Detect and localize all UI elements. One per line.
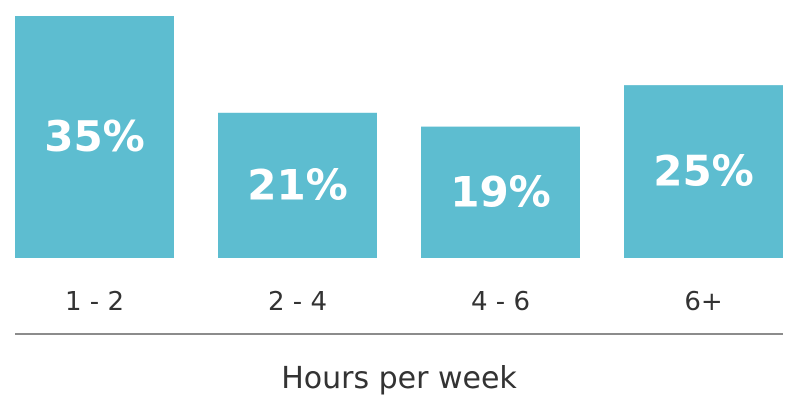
bar-value-label: 19% [450, 167, 551, 216]
x-tick-label: 4 - 6 [471, 287, 530, 317]
x-tick-label: 6+ [684, 287, 722, 317]
bar-2 [218, 112, 377, 258]
x-tick-label: 1 - 2 [65, 287, 124, 317]
bar-value-label: 35% [44, 112, 145, 161]
bar-1 [15, 16, 174, 258]
bar-value-labels: 35% 21% 19% 25% [44, 112, 754, 216]
x-tick-label: 2 - 4 [268, 287, 327, 317]
bar-3 [421, 126, 580, 258]
bar-value-label: 21% [247, 160, 348, 209]
bar-4 [624, 85, 783, 259]
x-tick-labels: 1 - 2 2 - 4 4 - 6 6+ [65, 287, 723, 317]
bar-value-label: 25% [653, 147, 754, 196]
bars-group [15, 16, 783, 259]
x-axis-title: Hours per week [281, 361, 517, 396]
